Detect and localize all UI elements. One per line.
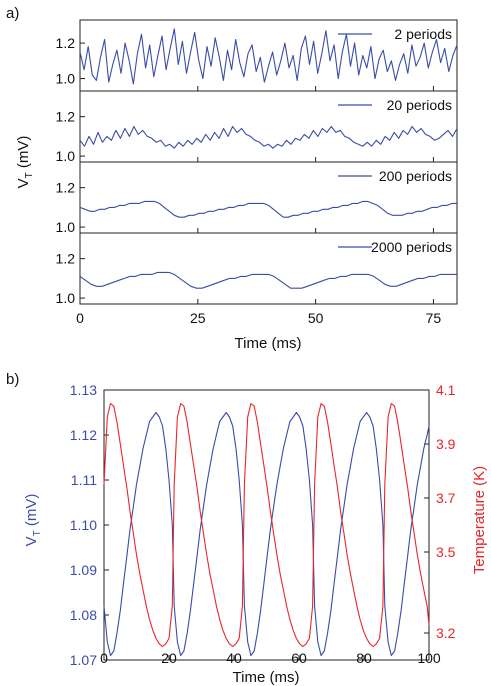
panel-b-right-y-axis-title: Temperature (K) <box>471 466 488 574</box>
panel-b-series-voltage-line <box>103 411 430 657</box>
panel-a-x-tick-label-3: 75 <box>426 310 442 326</box>
subplot-1-y-tick-label-1: 1.2 <box>56 35 76 51</box>
panel-b-left-y-tick-label-0: 1.07 <box>70 652 97 668</box>
subplot-1-legend-label: 2 periods <box>394 26 452 42</box>
panel-a-y-axis-title: VT (mV) <box>15 136 35 189</box>
panel-a: a) VT (mV) Time (ms) 1.0 1.2 2 periods 1.0 1… <box>6 5 458 352</box>
panel-a-x-tick-label-1: 25 <box>190 310 206 326</box>
subplot-3-y-tick-label-1: 1.2 <box>56 180 76 196</box>
subplot-2-series-line <box>79 125 458 149</box>
subplot-3-y-tick-label-0: 1.0 <box>56 219 76 235</box>
panel-b-x-tick-label-4: 80 <box>356 650 372 666</box>
panel-b-x-axis-title: Time (ms) <box>233 669 300 686</box>
panel-b-left-y-tick-label-3: 1.10 <box>70 517 97 533</box>
panel-b-label: b) <box>6 371 19 388</box>
panel-b-left-y-tick-label-2: 1.09 <box>70 562 97 578</box>
subplot-2-y-tick-label-0: 1.0 <box>56 148 76 164</box>
panel-b-right-y-tick-label-4: 4.1 <box>436 382 456 398</box>
subplot-3-series-line <box>79 200 457 218</box>
subplot-3-legend-label: 200 periods <box>379 168 452 184</box>
panel-a-x-tick-label-0: 0 <box>76 310 84 326</box>
panel-a-x-tick-label-2: 50 <box>308 310 324 326</box>
subplot-4-legend-label: 2000 periods <box>371 239 452 255</box>
panel-b-right-y-tick-label-2: 3.7 <box>436 490 456 506</box>
subplot-4-series-line <box>79 271 457 289</box>
panel-b-right-y-tick-label-0: 3.2 <box>436 625 456 641</box>
subplot-2-y-tick-label-1: 1.2 <box>56 109 76 125</box>
panel-b-left-y-tick-label-6: 1.13 <box>70 382 97 398</box>
panel-b-left-y-axis-title: VT (mV) <box>23 494 43 547</box>
panel-b-x-tick-label-5: 100 <box>417 650 441 666</box>
subplot-4-y-tick-label-1: 1.2 <box>56 251 76 267</box>
panel-b-x-tick-label-0: 0 <box>100 650 108 666</box>
panel-b-left-y-tick-label-4: 1.11 <box>71 472 97 488</box>
subplot-1-y-tick-label-0: 1.0 <box>56 71 76 87</box>
panel-b: b) VT (mV) Temperature (K) Time (ms) 1.0… <box>6 371 488 686</box>
panel-b-x-tick-label-2: 40 <box>226 650 242 666</box>
panel-b-left-y-tick-label-1: 1.08 <box>70 607 97 623</box>
panel-a-label: a) <box>6 5 19 22</box>
subplot-2-legend-label: 20 periods <box>387 97 452 113</box>
panel-b-left-y-tick-label-5: 1.12 <box>70 427 97 443</box>
panel-a-x-axis-title: Time (ms) <box>235 335 302 352</box>
subplot-4-frame <box>79 232 458 305</box>
panel-b-right-y-tick-label-1: 3.5 <box>436 544 456 560</box>
subplot-1-series-line <box>79 28 458 85</box>
panel-b-x-tick-label-3: 60 <box>291 650 307 666</box>
subplot-4-y-tick-label-0: 1.0 <box>56 290 76 306</box>
panel-b-x-tick-label-1: 20 <box>161 650 177 666</box>
panel-b-frame <box>103 389 430 661</box>
panel-b-right-y-tick-label-3: 3.9 <box>436 436 456 452</box>
panel-b-series-temperature-line <box>103 402 430 648</box>
